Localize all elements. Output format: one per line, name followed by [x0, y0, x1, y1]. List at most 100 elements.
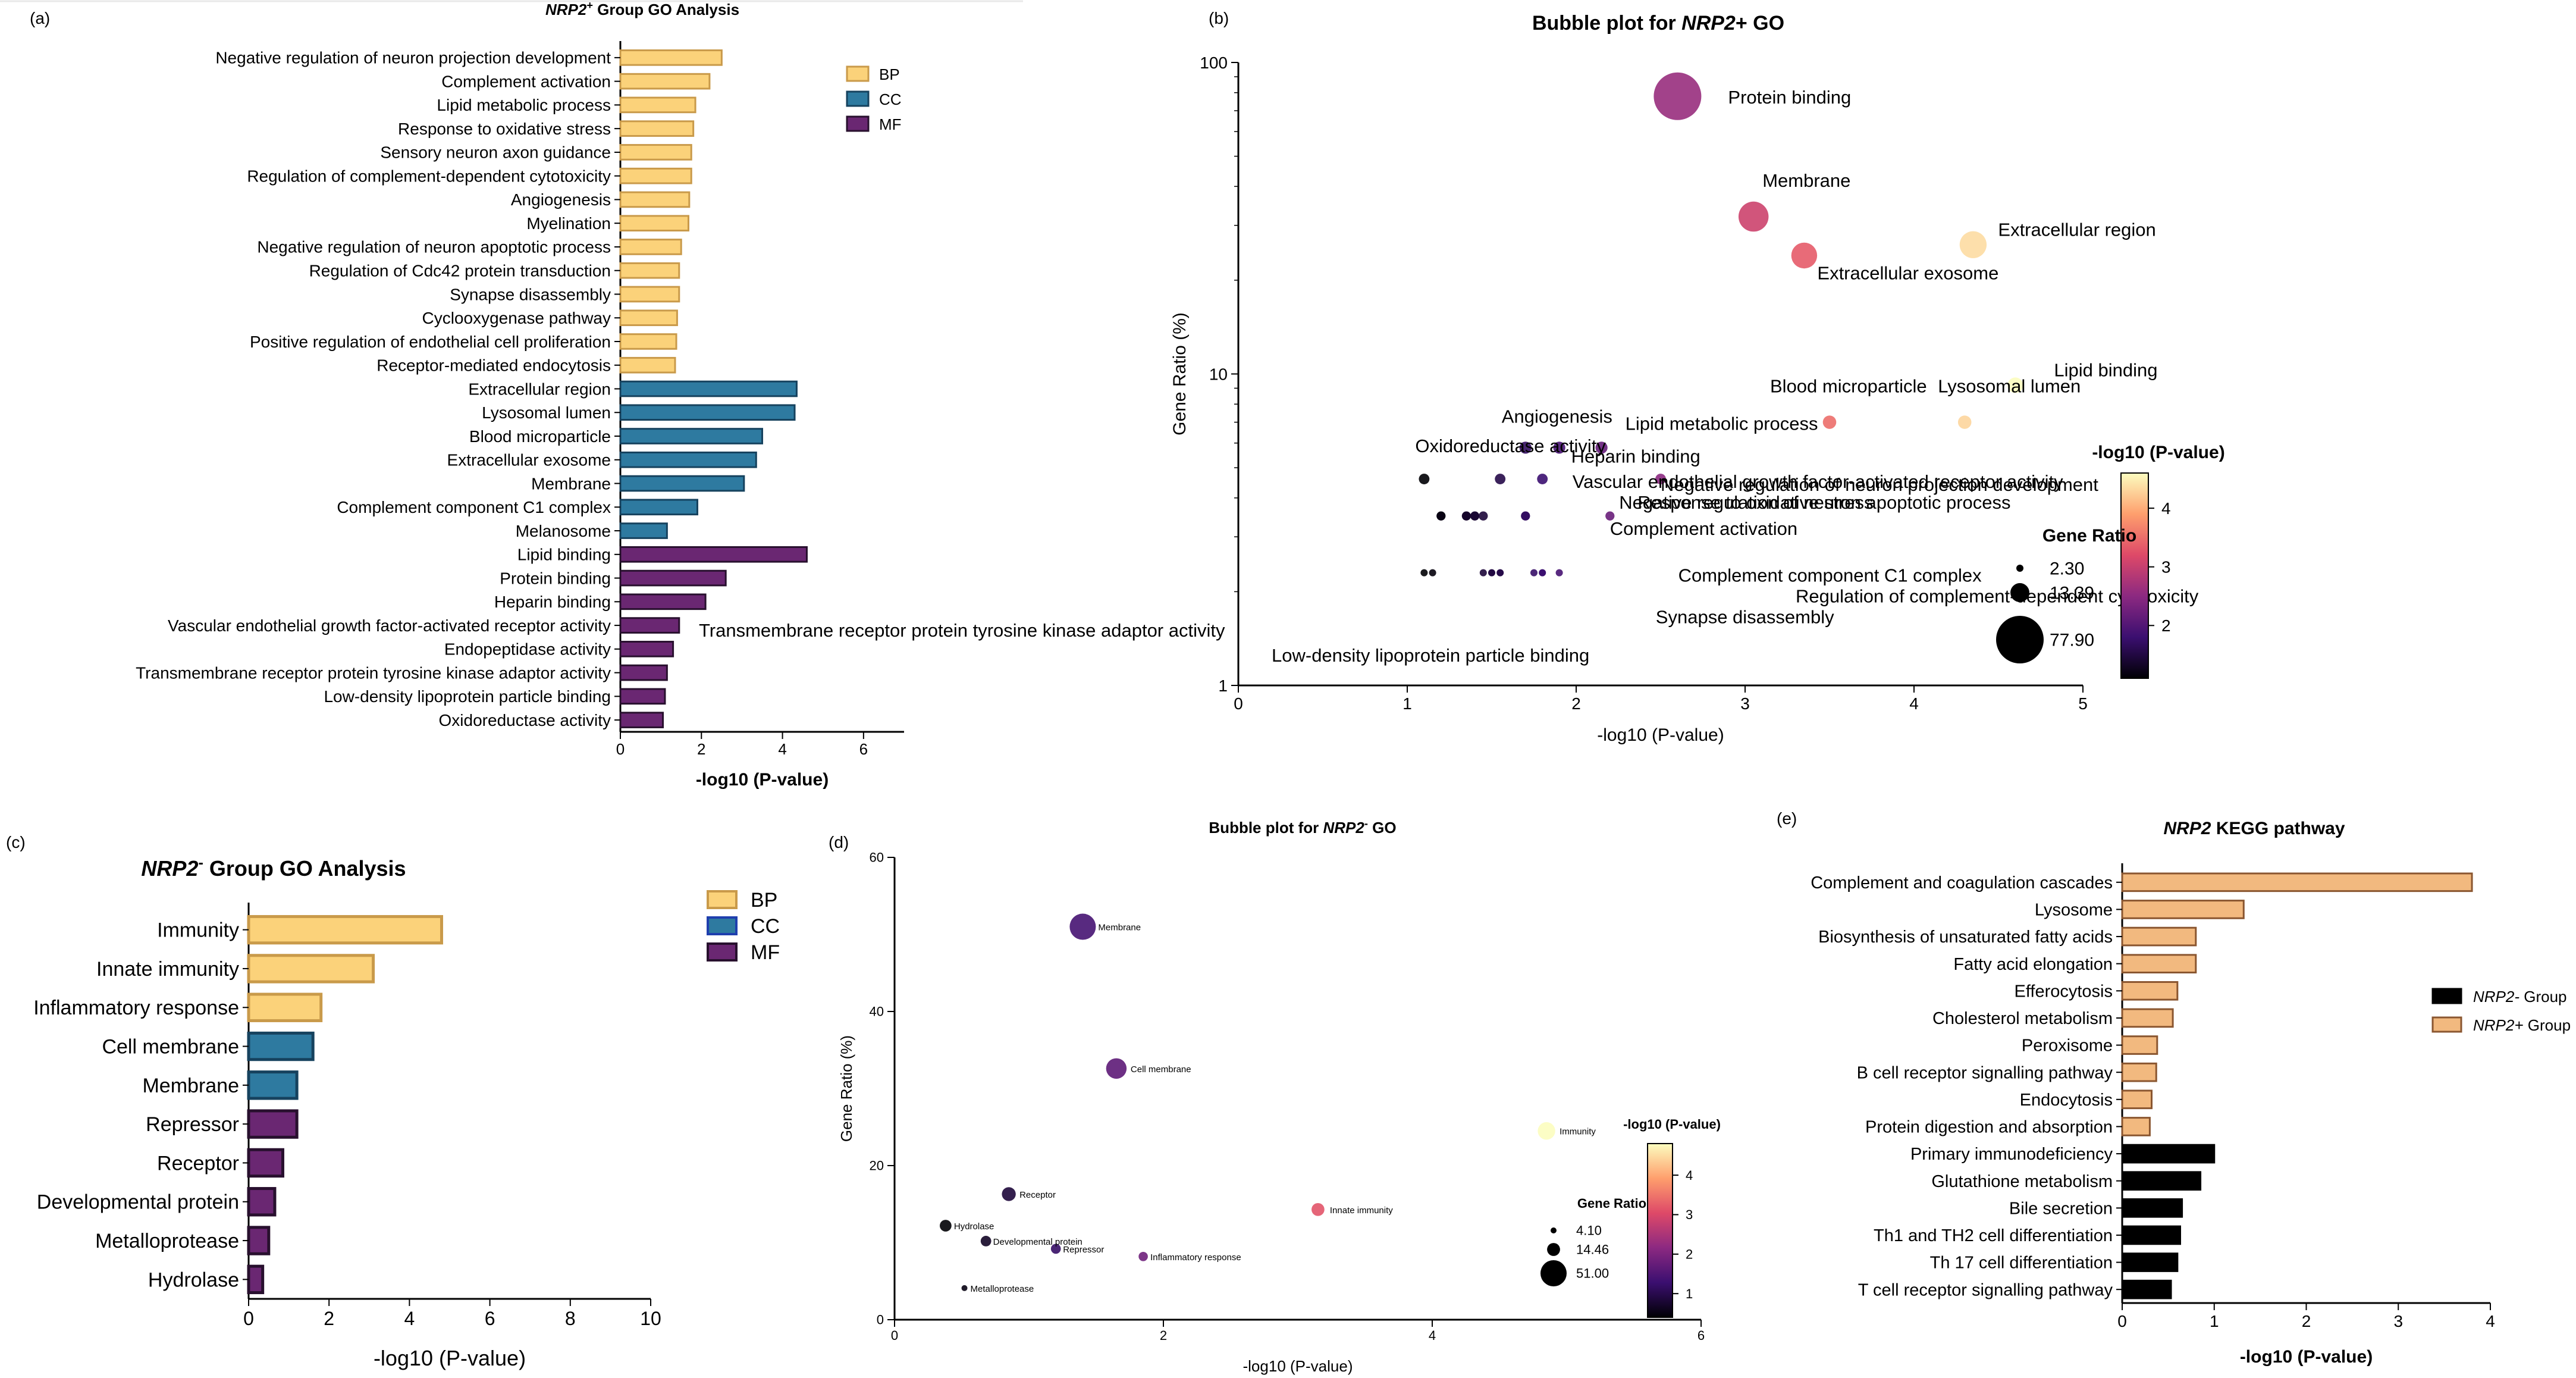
size-legend-value: 14.46	[1576, 1242, 1609, 1257]
x-tick-label: 2	[1160, 1328, 1167, 1343]
x-tick-label: 1	[1402, 694, 1412, 713]
bar	[619, 167, 692, 184]
bubble-label: Vascular endothelial growth factor-activ…	[1573, 471, 2063, 492]
bubble-label: Metalloprotease	[971, 1284, 1034, 1294]
colorbar	[2120, 472, 2149, 679]
x-tick-label: 0	[243, 1308, 254, 1329]
title-sup: -	[198, 854, 203, 871]
bar	[619, 593, 707, 610]
bar	[247, 1070, 299, 1100]
bar	[247, 1031, 315, 1061]
x-tick-label: 0	[891, 1328, 898, 1343]
chart-title: NRP2- Group GO Analysis	[141, 854, 406, 881]
bar	[619, 262, 680, 279]
bar	[2121, 1171, 2202, 1191]
bubble	[1488, 569, 1495, 577]
bar	[2121, 954, 2197, 974]
legend-swatch	[846, 115, 870, 132]
bubble-label: Low-density lipoprotein particle binding	[1272, 645, 1589, 666]
bubble	[1595, 441, 1608, 454]
category-label: Innate immunity	[96, 958, 239, 981]
category-label: Primary immunodeficiency	[1910, 1145, 2113, 1164]
bubble	[1069, 913, 1096, 940]
category-label: Cyclooxygenase pathway	[422, 309, 611, 327]
bar	[2121, 1035, 2158, 1055]
legend-swatch	[846, 90, 870, 107]
chart-title: Bubble plot for NRP2+ GO	[1532, 12, 1784, 35]
y-tick-label: 10	[1209, 365, 1228, 383]
x-tick-label: 1	[2210, 1312, 2219, 1330]
colorbar-tick-label: 2	[1686, 1247, 1693, 1262]
bubble-label: Developmental protein	[993, 1237, 1083, 1247]
bubble	[1519, 441, 1532, 454]
category-label: Cell membrane	[102, 1035, 239, 1058]
category-label: Fatty acid elongation	[1953, 955, 2113, 974]
category-label: Hydrolase	[148, 1269, 239, 1291]
bubble-label: Protein binding	[1728, 87, 1851, 108]
x-tick-label: 2	[697, 740, 705, 758]
bubble	[1538, 1122, 1555, 1140]
category-label: Regulation of complement-dependent cytot…	[247, 167, 611, 185]
x-tick-label: 0	[1234, 694, 1243, 713]
bubble-label: Inflammatory response	[1150, 1252, 1241, 1263]
size-legend-bubble	[2010, 583, 2029, 602]
x-tick-label: 4	[1909, 694, 1919, 713]
y-tick-label: 60	[870, 850, 884, 865]
y-tick-label: 1	[1218, 677, 1228, 695]
panel-label: (e)	[1777, 809, 1797, 828]
colorbar-title: -log10 (P-value)	[1623, 1117, 1721, 1132]
y-tick-label: 100	[1200, 54, 1228, 72]
bar	[619, 73, 711, 90]
x-tick-label: 6	[485, 1308, 495, 1329]
bubble-label: Transmembrane receptor protein tyrosine …	[699, 620, 1225, 641]
bar	[2121, 1279, 2172, 1299]
bubble	[1429, 569, 1436, 577]
category-label: Receptor	[157, 1152, 239, 1175]
x-tick-label: 5	[2078, 694, 2088, 713]
bubble-label: Response to oxidative stress	[1637, 492, 1873, 513]
category-label: Negative regulation of neuron projection…	[215, 49, 611, 67]
size-legend-title: Gene Ratio	[2042, 526, 2136, 546]
category-label: Protein binding	[500, 569, 611, 587]
bubble-label: Blood microparticle	[1770, 376, 1927, 397]
bubble-label: Immunity	[1560, 1127, 1596, 1137]
category-label: Complement and coagulation cascades	[1811, 873, 2113, 892]
bar	[619, 499, 698, 516]
bar	[619, 546, 808, 563]
colorbar-tick-label: 2	[2161, 616, 2171, 635]
title-rest: GO	[1368, 819, 1397, 837]
bar	[619, 404, 796, 421]
category-label: Lysosomal lumen	[482, 403, 611, 422]
title-italic: NRP2	[1323, 819, 1365, 837]
bubble-label: Oxidoreductase activity	[1415, 436, 1606, 456]
category-label: B cell receptor signalling pathway	[1857, 1063, 2113, 1082]
colorbar	[1647, 1143, 1673, 1318]
title-rest: Group GO Analysis	[203, 856, 406, 881]
category-label: Sensory neuron axon guidance	[380, 143, 611, 162]
category-label: Oxidoreductase activity	[439, 711, 611, 729]
colorbar-title: -log10 (P-value)	[2092, 443, 2224, 462]
category-label: Blood microparticle	[469, 427, 611, 446]
category-label: Biosynthesis of unsaturated fatty acids	[1818, 928, 2113, 947]
bar	[247, 1226, 271, 1255]
category-label: Vascular endothelial growth factor-activ…	[168, 616, 611, 635]
bar	[619, 380, 798, 397]
category-label: Peroxisome	[2022, 1036, 2113, 1056]
bar	[619, 215, 689, 232]
bar	[619, 451, 757, 468]
size-legend-value: 4.10	[1576, 1223, 1602, 1238]
x-axis-label: -log10 (P-value)	[1243, 1357, 1353, 1375]
bar	[2121, 1144, 2216, 1164]
x-tick-label: 4	[2486, 1312, 2495, 1330]
bar	[619, 239, 682, 255]
bubble	[1653, 72, 1702, 120]
legend-label: NRP2+ Group	[2473, 1016, 2571, 1034]
bubble	[1138, 1252, 1148, 1261]
bubble-label: Innate immunity	[1330, 1205, 1393, 1216]
size-legend-value: 13.39	[2050, 584, 2094, 603]
title-italic: NRP2	[2163, 819, 2211, 838]
bubble	[1822, 415, 1837, 429]
category-label: Extracellular region	[468, 380, 611, 398]
bar	[247, 1148, 284, 1178]
category-label: Lipid metabolic process	[437, 96, 611, 114]
